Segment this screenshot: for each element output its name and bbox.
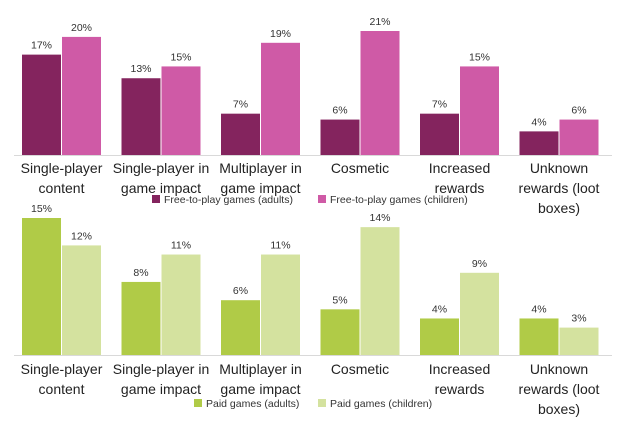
chart-panel-2: 15% 12% Single-player content 8% 11% Single-pl… (14, 203, 612, 417)
bar-p1-s1-c1 (22, 54, 61, 155)
data-label: 3% (571, 313, 586, 325)
category-label: Single-player (21, 361, 103, 377)
data-label: 13% (130, 63, 151, 75)
bar-p2-s1-c1 (22, 218, 61, 355)
category-label: rewards (loot (519, 381, 600, 397)
category-label: Single-player (21, 160, 103, 176)
category-label: Multiplayer in (219, 361, 301, 377)
bar-p2-s1-c3 (221, 300, 260, 355)
category-label: Cosmetic (331, 160, 389, 176)
bar-p2-s1-c2 (121, 281, 161, 355)
bar-p1-s1-c4 (320, 119, 360, 155)
legend-swatch-2 (318, 195, 326, 203)
category-label: content (39, 381, 85, 397)
category-label: Single-player in (113, 160, 210, 176)
data-label: 14% (369, 212, 390, 224)
category-label: content (39, 180, 85, 196)
data-label: 17% (31, 40, 52, 52)
bar-p2-s2-c2 (161, 254, 201, 355)
category-label: boxes) (538, 401, 580, 417)
data-label: 11% (171, 240, 191, 252)
data-label: 4% (531, 303, 546, 315)
data-label: 5% (332, 294, 347, 306)
bar-p2-s2-c3 (261, 254, 300, 355)
data-label: 19% (270, 28, 291, 40)
data-label: 15% (170, 51, 191, 63)
category-label: game impact (121, 180, 201, 196)
bar-p2-s1-c6 (519, 318, 559, 355)
bar-p1-s1-c3 (221, 113, 260, 155)
category-label: Increased (429, 160, 490, 176)
bar-p1-s2-c5 (460, 66, 499, 155)
data-label: 4% (432, 303, 447, 315)
bar-p1-s1-c2 (121, 78, 161, 155)
data-label: 6% (332, 105, 347, 117)
legend-label-2: Free-to-play games (children) (330, 194, 468, 206)
chart-panel-1: 17% 20% Single-player content 13% 15% Single-p… (14, 16, 612, 216)
bar-p2-s2-c4 (360, 227, 400, 355)
category-label: Increased (429, 361, 490, 377)
legend-label-1: Free-to-play games (adults) (164, 194, 293, 206)
data-label: 21% (369, 16, 390, 28)
category-label: boxes) (538, 200, 580, 216)
bar-p1-s2-c4 (360, 31, 400, 155)
bar-p2-s2-c1 (62, 245, 101, 355)
category-label: Unknown (530, 160, 588, 176)
category-label: Unknown (530, 361, 588, 377)
bar-p1-s1-c6 (519, 131, 559, 155)
data-label: 7% (432, 99, 447, 111)
category-label: Single-player in (113, 361, 210, 377)
bar-p1-s2-c1 (62, 36, 101, 155)
bar-p1-s2-c6 (559, 119, 599, 155)
category-label: game impact (121, 381, 201, 397)
bar-p2-s1-c5 (420, 318, 459, 355)
category-label: rewards (435, 180, 485, 196)
bar-p2-s2-c6 (559, 327, 599, 355)
legend-label-2: Paid games (children) (330, 398, 432, 410)
data-label: 12% (71, 230, 92, 242)
data-label: 11% (270, 240, 290, 252)
data-label: 8% (133, 267, 148, 279)
category-label: game impact (220, 180, 300, 196)
bar-p1-s1-c5 (420, 113, 459, 155)
data-label: 6% (571, 105, 586, 117)
data-label: 9% (472, 258, 487, 270)
data-label: 4% (531, 116, 546, 128)
category-label: rewards (435, 381, 485, 397)
data-label: 7% (233, 99, 248, 111)
legend-swatch-2 (318, 399, 326, 407)
data-label: 15% (31, 203, 52, 215)
category-label: rewards (loot (519, 180, 600, 196)
category-label: Cosmetic (331, 361, 389, 377)
legend-swatch-1 (194, 399, 202, 407)
bar-p2-s2-c5 (460, 272, 499, 355)
bar-p2-s1-c4 (320, 309, 360, 355)
legend-swatch-1 (152, 195, 160, 203)
category-label: Multiplayer in (219, 160, 301, 176)
data-label: 15% (469, 51, 490, 63)
bar-p1-s2-c3 (261, 42, 300, 155)
legend-label-1: Paid games (adults) (206, 398, 299, 410)
data-label: 20% (71, 22, 92, 34)
data-label: 6% (233, 285, 248, 297)
bar-p1-s2-c2 (161, 66, 201, 155)
category-label: game impact (220, 381, 300, 397)
